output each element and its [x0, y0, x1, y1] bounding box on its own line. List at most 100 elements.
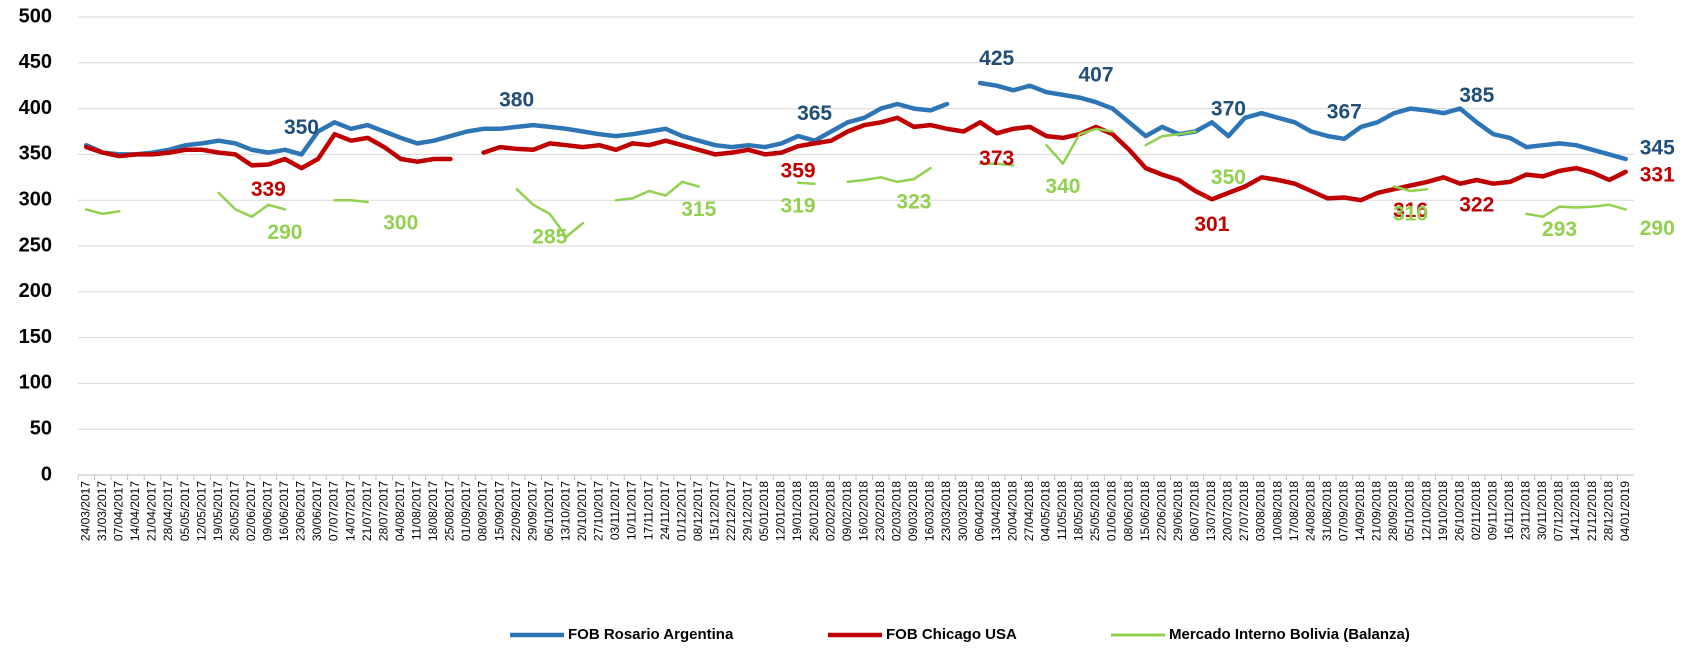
data-label: 350 [284, 116, 319, 139]
x-tick-label: 25/05/2018 [1088, 481, 1102, 541]
data-label: 285 [532, 225, 567, 248]
data-label: 310 [1393, 203, 1428, 226]
data-label: 316 [1393, 199, 1428, 222]
data-label: 300 [383, 212, 418, 235]
x-tick-label: 10/08/2018 [1270, 481, 1284, 541]
data-label: 290 [267, 221, 302, 244]
x-tick-label: 13/04/2018 [989, 481, 1003, 541]
x-tick-label: 06/10/2017 [542, 481, 556, 541]
x-tick-label: 28/04/2017 [161, 481, 175, 541]
x-tick-label: 07/09/2018 [1336, 481, 1350, 541]
x-tick-label: 04/01/2019 [1618, 481, 1632, 541]
y-tick-label: 300 [19, 188, 52, 210]
x-tick-label: 20/07/2018 [1221, 481, 1235, 541]
x-tick-label: 30/03/2018 [956, 481, 970, 541]
x-tick-label: 11/05/2018 [1055, 481, 1069, 540]
data-label: 290 [1640, 217, 1675, 240]
x-tick-label: 21/07/2017 [360, 481, 374, 541]
x-tick-label: 16/06/2017 [277, 481, 291, 541]
x-tick-label: 31/03/2017 [95, 481, 109, 541]
x-tick-label: 20/10/2017 [575, 481, 589, 541]
x-tick-label: 01/09/2017 [459, 481, 473, 541]
x-tick-label: 19/01/2018 [790, 481, 804, 541]
x-tick-label: 05/01/2018 [757, 481, 771, 541]
data-label: 315 [681, 198, 716, 221]
x-tick-label: 03/08/2018 [1254, 481, 1268, 541]
x-tick-label: 04/05/2018 [1039, 481, 1053, 541]
x-tick-label: 15/06/2018 [1138, 481, 1152, 541]
x-tick-label: 30/06/2017 [310, 481, 324, 541]
data-label: 350 [1211, 166, 1246, 189]
x-tick-label: 06/04/2018 [972, 481, 986, 541]
data-label: 322 [1459, 194, 1494, 217]
x-tick-label: 21/12/2018 [1585, 481, 1599, 541]
x-tick-label: 14/04/2017 [128, 481, 142, 541]
data-label: 359 [781, 160, 816, 183]
x-tick-label: 09/03/2018 [906, 481, 920, 541]
x-tick-label: 31/08/2018 [1320, 481, 1334, 541]
x-tick-label: 15/12/2017 [707, 481, 721, 541]
x-tick-label: 18/05/2018 [1072, 481, 1086, 541]
data-label: 323 [896, 191, 931, 214]
x-tick-label: 24/03/2017 [78, 481, 92, 541]
x-tick-label: 26/10/2018 [1452, 481, 1466, 541]
x-tick-label: 30/11/2018 [1535, 481, 1549, 540]
x-tick-label: 23/11/2018 [1519, 481, 1533, 540]
x-tick-label: 11/08/2017 [410, 481, 424, 540]
y-tick-label: 100 [19, 372, 52, 394]
data-label: 331 [1640, 163, 1675, 186]
x-tick-label: 23/03/2018 [939, 481, 953, 541]
x-tick-label: 19/05/2017 [211, 481, 225, 541]
data-label: 373 [979, 147, 1014, 170]
data-label: 385 [1459, 84, 1494, 107]
y-tick-label: 150 [19, 326, 52, 348]
x-tick-label: 09/02/2018 [840, 481, 854, 541]
x-tick-label: 10/11/2017 [625, 481, 639, 540]
x-tick-label: 14/09/2018 [1353, 481, 1367, 541]
legend-label: Mercado Interno Bolivia (Balanza) [1169, 626, 1410, 643]
y-tick-label: 500 [19, 5, 52, 27]
x-tick-label: 22/06/2018 [1154, 481, 1168, 541]
legend-label: FOB Chicago USA [886, 626, 1017, 643]
x-tick-label: 14/12/2018 [1568, 481, 1582, 541]
x-tick-label: 07/04/2017 [112, 481, 126, 541]
x-tick-label: 16/02/2018 [856, 481, 870, 541]
x-tick-label: 09/06/2017 [261, 481, 275, 541]
y-tick-label: 250 [19, 234, 52, 256]
x-tick-label: 03/11/2017 [608, 481, 622, 540]
x-tick-label: 12/01/2018 [774, 481, 788, 541]
x-tick-label: 12/10/2018 [1419, 481, 1433, 541]
data-label: 367 [1327, 100, 1362, 123]
data-label: 345 [1640, 137, 1675, 160]
x-tick-label: 23/02/2018 [873, 481, 887, 541]
y-tick-label: 450 [19, 51, 52, 73]
x-tick-label: 13/10/2017 [558, 481, 572, 541]
x-tick-label: 02/02/2018 [823, 481, 837, 541]
x-tick-label: 26/05/2017 [227, 481, 241, 541]
x-tick-label: 01/06/2018 [1105, 481, 1119, 541]
x-tick-label: 17/08/2018 [1287, 481, 1301, 541]
y-tick-label: 50 [30, 417, 52, 439]
x-tick-label: 26/01/2018 [807, 481, 821, 541]
x-tick-label: 28/09/2018 [1386, 481, 1400, 541]
x-tick-label: 25/08/2017 [443, 481, 457, 541]
x-tick-label: 28/07/2017 [376, 481, 390, 541]
x-tick-label: 17/11/2017 [641, 481, 655, 540]
x-tick-label: 27/04/2018 [1022, 481, 1036, 541]
x-tick-label: 01/12/2017 [674, 481, 688, 541]
data-label: 319 [781, 194, 816, 217]
x-tick-label: 05/05/2017 [178, 481, 192, 541]
data-label: 293 [1542, 218, 1577, 241]
x-tick-label: 24/08/2018 [1303, 481, 1317, 541]
x-tick-label: 02/06/2017 [244, 481, 258, 541]
data-label: 425 [979, 47, 1014, 70]
data-label: 339 [251, 178, 286, 201]
x-tick-label: 08/06/2018 [1121, 481, 1135, 541]
x-tick-label: 08/09/2017 [476, 481, 490, 541]
x-tick-label: 21/09/2018 [1370, 481, 1384, 541]
x-tick-label: 24/11/2017 [658, 481, 672, 540]
x-tick-label: 04/08/2017 [393, 481, 407, 541]
data-label: 301 [1194, 213, 1229, 236]
x-tick-label: 07/07/2017 [327, 481, 341, 541]
